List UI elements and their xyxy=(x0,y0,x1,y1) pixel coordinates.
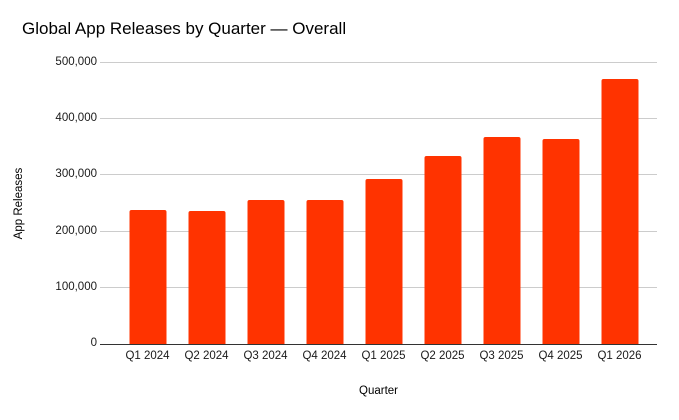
bar-q2-2024 xyxy=(188,211,225,344)
plot-area: Q1 2024 Q2 2024 Q3 2024 Q4 2024 Q1 2025 Q2 20… xyxy=(100,62,657,362)
bar-q4-2024 xyxy=(306,199,343,344)
bars-group: Q1 2024 Q2 2024 Q3 2024 Q4 2024 Q1 2025 Q2 20… xyxy=(118,63,649,362)
chart-title: Global App Releases by Quarter — Overall xyxy=(22,19,347,38)
y-tick-label: 100,000 xyxy=(55,280,97,293)
y-tick-label: 200,000 xyxy=(55,224,97,237)
x-tick-label: Q4 2024 xyxy=(302,350,347,362)
x-tick-label: Q1 2025 xyxy=(361,350,406,362)
bar-q4-2025 xyxy=(542,139,579,344)
x-tick-label: Q1 2026 xyxy=(597,350,642,362)
bar-q1-2026 xyxy=(601,78,638,344)
band-q2-2025: Q2 2025 xyxy=(413,63,472,362)
gridline-500000 xyxy=(100,62,657,63)
bar-q1-2024 xyxy=(129,210,166,344)
x-tick-label: Q2 2024 xyxy=(184,350,229,362)
band-q1-2026: Q1 2026 xyxy=(590,63,649,362)
band-q2-2024: Q2 2024 xyxy=(177,63,236,362)
band-q1-2024: Q1 2024 xyxy=(118,63,177,362)
bar-q2-2025 xyxy=(424,155,461,344)
gridline-400000 xyxy=(100,118,657,120)
bar-q3-2024 xyxy=(247,200,284,344)
gridline-300000 xyxy=(100,174,657,176)
y-axis-title: App Releases xyxy=(13,167,25,240)
band-q4-2024: Q4 2024 xyxy=(295,63,354,362)
y-tick-label: 0 xyxy=(90,337,97,349)
y-tick-label: 300,000 xyxy=(55,168,97,181)
band-q3-2024: Q3 2024 xyxy=(236,63,295,362)
x-tick-label: Q4 2025 xyxy=(538,350,583,362)
bar-q3-2025 xyxy=(483,137,520,344)
x-tick-label: Q1 2024 xyxy=(125,350,170,362)
y-tick-label: 400,000 xyxy=(55,112,97,125)
x-tick-label: Q3 2025 xyxy=(479,350,524,362)
bar-q1-2025 xyxy=(365,178,402,344)
band-q4-2025: Q4 2025 xyxy=(531,63,590,362)
y-tick-label: 500,000 xyxy=(55,56,97,68)
x-axis-title: Quarter xyxy=(359,385,398,397)
band-q1-2025: Q1 2025 xyxy=(354,63,413,362)
x-tick-label: Q3 2024 xyxy=(243,350,288,362)
band-q3-2025: Q3 2025 xyxy=(472,63,531,362)
x-tick-label: Q2 2025 xyxy=(420,350,465,362)
